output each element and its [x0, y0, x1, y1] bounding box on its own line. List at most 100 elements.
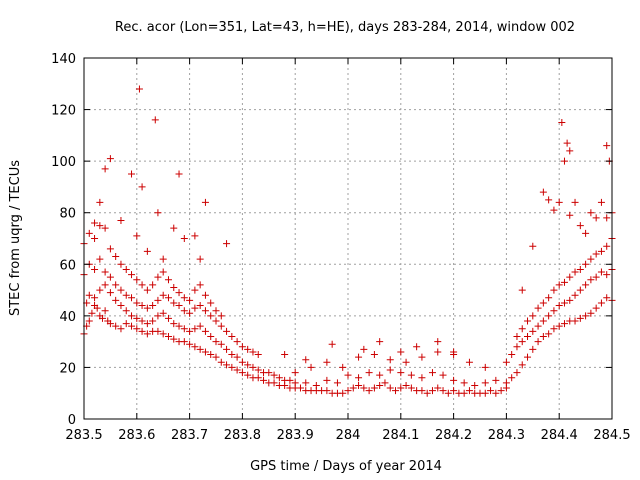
data-point	[576, 286, 584, 294]
data-point	[265, 369, 273, 377]
data-point	[487, 387, 495, 395]
data-point	[122, 320, 130, 328]
data-point	[365, 387, 373, 395]
x-tick-label: 283.6	[118, 428, 155, 443]
data-point	[175, 322, 183, 330]
data-point	[545, 312, 553, 320]
data-point	[603, 214, 611, 222]
data-point	[196, 345, 204, 353]
data-point	[117, 302, 125, 310]
y-tick-label: 120	[51, 104, 76, 119]
data-point	[223, 345, 231, 353]
data-point	[159, 268, 167, 276]
y-tick-label: 20	[59, 361, 76, 376]
data-point	[370, 351, 378, 359]
data-point	[207, 351, 215, 359]
data-point	[481, 363, 489, 371]
data-point	[349, 384, 357, 392]
data-point	[233, 353, 241, 361]
x-tick-label: 283.5	[65, 428, 102, 443]
data-point	[323, 387, 331, 395]
x-tick-label: 283.8	[224, 428, 261, 443]
data-point	[302, 379, 310, 387]
data-point	[106, 155, 114, 163]
data-point	[423, 389, 431, 397]
data-point	[143, 320, 151, 328]
data-point	[439, 371, 447, 379]
data-point	[138, 281, 146, 289]
data-point	[196, 302, 204, 310]
data-point	[180, 294, 188, 302]
data-point	[376, 338, 384, 346]
data-point	[524, 317, 532, 325]
data-point	[460, 389, 468, 397]
data-point	[603, 294, 611, 302]
data-point	[201, 198, 209, 206]
data-point	[191, 232, 199, 240]
y-tick-label: 140	[51, 52, 76, 67]
data-point	[159, 291, 167, 299]
data-point	[159, 255, 167, 263]
data-point	[307, 363, 315, 371]
data-point	[212, 353, 220, 361]
data-point	[101, 268, 109, 276]
data-point	[275, 374, 283, 382]
data-point	[555, 281, 563, 289]
data-point	[560, 320, 568, 328]
data-point	[418, 374, 426, 382]
data-point	[582, 229, 590, 237]
data-point	[207, 332, 215, 340]
data-point	[291, 379, 299, 387]
data-point	[117, 260, 125, 268]
data-point	[254, 366, 262, 374]
data-point	[555, 322, 563, 330]
data-point	[175, 302, 183, 310]
data-point	[106, 273, 114, 281]
data-point	[418, 353, 426, 361]
data-point	[91, 235, 99, 242]
data-point	[550, 325, 558, 333]
chart-title: Rec. acor (Lon=351, Lat=43, h=HE), days …	[115, 20, 575, 35]
data-point	[159, 309, 167, 317]
data-point	[582, 312, 590, 320]
data-point	[444, 389, 452, 397]
data-point	[492, 389, 500, 397]
data-point	[154, 296, 162, 304]
data-point	[91, 265, 99, 273]
data-point	[386, 356, 394, 364]
data-point	[106, 320, 114, 328]
data-point	[101, 165, 109, 173]
data-point	[138, 327, 146, 335]
data-point	[465, 358, 473, 366]
data-point	[339, 389, 347, 397]
data-point	[566, 147, 574, 155]
data-point	[597, 299, 605, 307]
data-point	[434, 384, 442, 392]
data-point	[170, 299, 178, 307]
data-point	[175, 170, 183, 178]
data-point	[238, 343, 246, 351]
data-point	[566, 211, 574, 219]
data-point	[545, 294, 553, 302]
data-point	[587, 309, 595, 317]
x-tick-label: 284.5	[593, 428, 630, 443]
data-point	[122, 291, 130, 299]
data-point	[93, 304, 101, 312]
data-point	[524, 353, 532, 361]
data-point	[260, 376, 268, 384]
data-point	[191, 304, 199, 312]
data-point	[344, 371, 352, 379]
data-point	[502, 379, 510, 387]
y-tick-label: 60	[59, 258, 76, 273]
data-point	[112, 253, 120, 261]
data-point	[281, 351, 289, 359]
data-point	[207, 312, 215, 320]
data-point	[587, 209, 595, 217]
data-point	[149, 317, 157, 325]
data-point	[143, 247, 151, 255]
data-point	[576, 314, 584, 322]
x-tick-label: 284.1	[382, 428, 419, 443]
data-point	[228, 363, 236, 371]
data-point	[112, 296, 120, 304]
data-point	[196, 255, 204, 263]
